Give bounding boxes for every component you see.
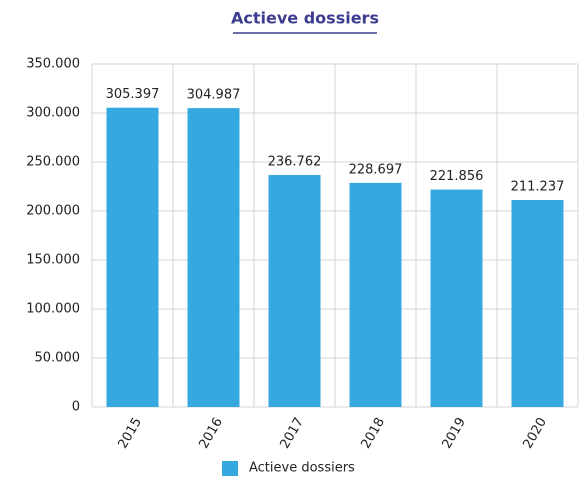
bar — [106, 107, 159, 407]
y-tick-label: 150.000 — [26, 253, 80, 268]
bar — [268, 174, 321, 407]
data-label: 305.397 — [106, 87, 160, 102]
data-label: 211.237 — [511, 179, 565, 194]
y-tick-label: 250.000 — [26, 155, 80, 170]
x-tick-label: 2016 — [196, 415, 226, 451]
data-label: 221.856 — [430, 169, 484, 184]
y-tick-label: 50.000 — [35, 351, 81, 366]
y-tick-label: 300.000 — [26, 106, 80, 121]
y-tick-label: 0 — [72, 400, 80, 415]
x-tick-label: 2015 — [115, 415, 145, 451]
bar — [511, 199, 564, 407]
x-tick-label: 2020 — [520, 415, 550, 451]
chart-title: Actieve dossiers — [231, 9, 379, 28]
bar — [187, 108, 240, 408]
data-label: 228.697 — [349, 162, 403, 177]
y-tick-label: 350.000 — [26, 57, 80, 72]
x-tick-label: 2019 — [439, 415, 469, 451]
x-tick-label: 2018 — [358, 415, 388, 451]
legend-label: Actieve dossiers — [249, 461, 355, 476]
data-label: 304.987 — [187, 88, 241, 103]
bar — [430, 189, 483, 407]
x-tick-label: 2017 — [277, 415, 307, 451]
bar — [349, 182, 402, 407]
y-tick-label: 100.000 — [26, 302, 80, 317]
y-tick-label: 200.000 — [26, 204, 80, 219]
legend-swatch — [222, 461, 238, 476]
data-label: 236.762 — [268, 154, 322, 169]
